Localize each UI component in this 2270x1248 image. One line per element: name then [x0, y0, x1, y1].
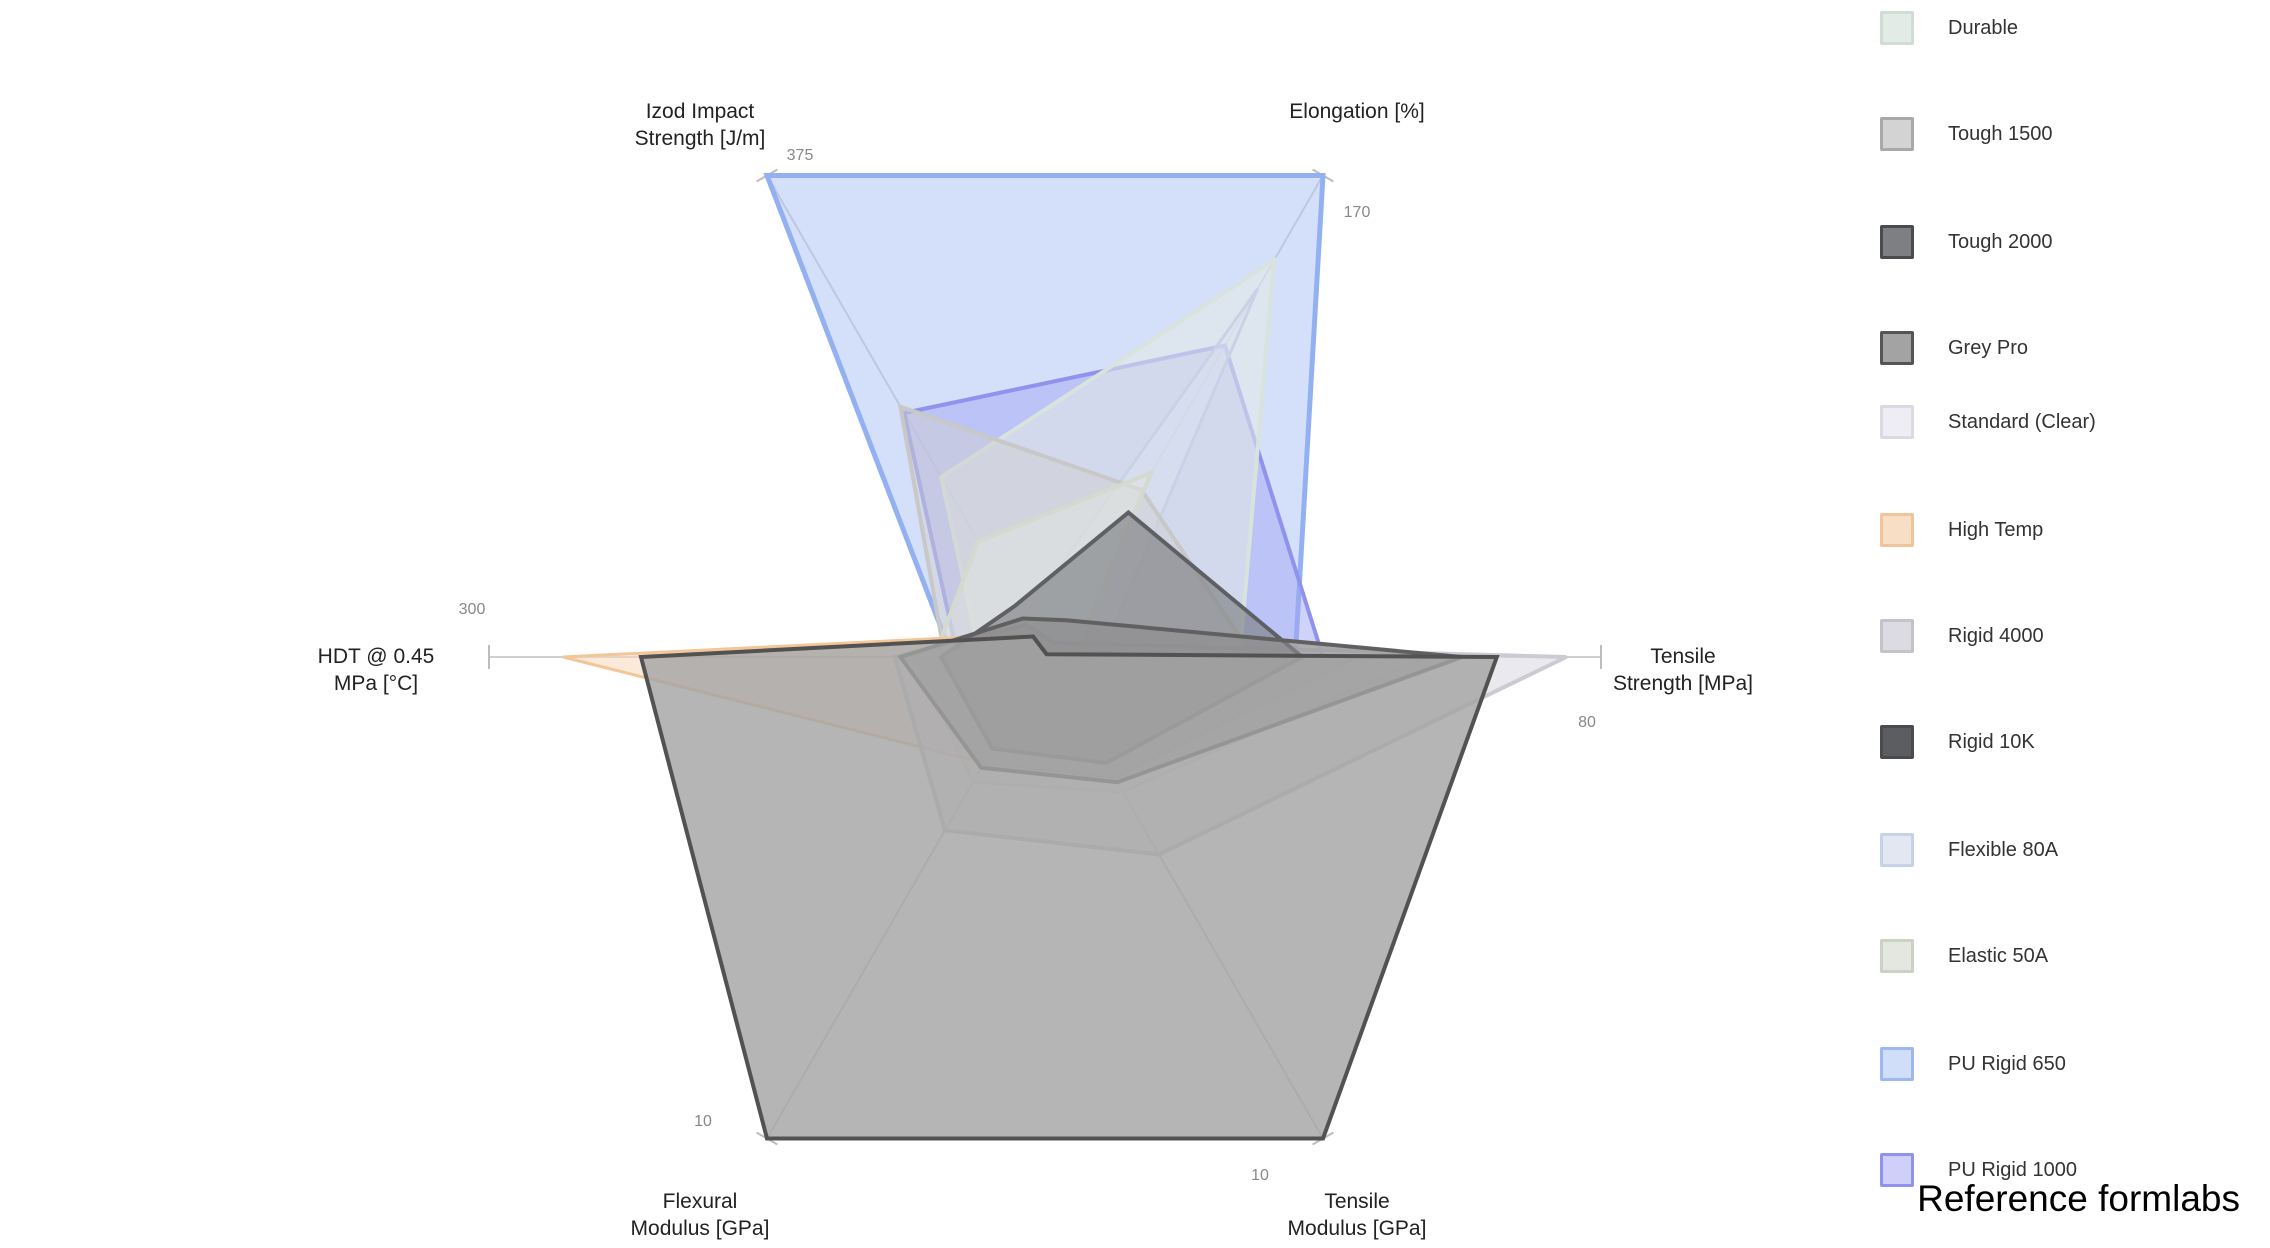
legend-swatch [1880, 725, 1914, 759]
axis-title: Izod Impact Strength [J/m] [635, 100, 766, 150]
legend-item[interactable]: High Temp [1880, 510, 2043, 550]
legend-swatch [1880, 1047, 1914, 1081]
series-rigid-10k [638, 634, 1500, 1141]
legend-item[interactable]: Elastic 50A [1880, 936, 2048, 976]
legend-label: Standard (Clear) [1948, 410, 2096, 433]
legend-item[interactable]: PU Rigid 1000 [1880, 1150, 2077, 1190]
legend: Durable Tough 1500 Tough 2000 Grey Pro Stand… [1880, 0, 2240, 1200]
legend-swatch [1880, 1153, 1914, 1187]
axis-title: Tensile Strength [MPa] [1613, 645, 1753, 695]
legend-label: Elastic 50A [1948, 944, 2049, 967]
legend-swatch [1880, 117, 1914, 151]
legend-swatch [1880, 225, 1914, 259]
axis-max-tick: 10 [694, 1113, 712, 1130]
legend-label: PU Rigid 1000 [1948, 1158, 2077, 1181]
axis-title: Elongation [%] [1289, 100, 1424, 123]
legend-swatch [1880, 331, 1914, 365]
legend-label: PU Rigid 650 [1948, 1052, 2066, 1075]
legend-swatch [1880, 939, 1914, 973]
axis-max-tick: 170 [1344, 204, 1371, 221]
axis-max-tick: 80 [1578, 714, 1596, 731]
legend-label: Rigid 4000 [1948, 624, 2044, 647]
axis-max-tick: 300 [459, 601, 486, 618]
legend-swatch [1880, 619, 1914, 653]
legend-label: Grey Pro [1948, 336, 2029, 359]
axis-max-tick: 10 [1251, 1167, 1269, 1184]
legend-item[interactable]: PU Rigid 650 [1880, 1044, 2066, 1084]
radar-chart: Izod Impact Strength [J/m] 375 Elongation [… [318, 100, 1753, 1240]
legend-item[interactable]: Durable [1880, 8, 2018, 48]
radar-series [562, 173, 1568, 1141]
legend-label: Flexible 80A [1948, 838, 2059, 861]
legend-swatch [1880, 11, 1914, 45]
axis-max-tick: 375 [787, 147, 814, 164]
radar-labels: Izod Impact Strength [J/m] 375 Elongation [… [318, 100, 1753, 1240]
legend-swatch [1880, 833, 1914, 867]
legend-item[interactable]: Grey Pro [1880, 328, 2028, 368]
legend-swatch [1880, 513, 1914, 547]
legend-swatch [1880, 405, 1914, 439]
legend-item[interactable]: Tough 1500 [1880, 114, 2053, 154]
axis-title: Flexural Modulus [GPa] [631, 1190, 770, 1240]
legend-label: Durable [1948, 16, 2019, 39]
legend-item[interactable]: Flexible 80A [1880, 830, 2058, 870]
legend-label: Rigid 10K [1948, 730, 2035, 753]
footer-reference: Reference formlabs [1917, 1178, 2240, 1219]
legend-item[interactable]: Rigid 10K [1880, 722, 2035, 762]
legend-label: Tough 2000 [1948, 230, 2053, 253]
legend-label: High Temp [1948, 518, 2044, 541]
legend-item[interactable]: Rigid 4000 [1880, 616, 2044, 656]
legend-label: Tough 1500 [1948, 122, 2053, 145]
legend-item[interactable]: Tough 2000 [1880, 222, 2053, 262]
legend-item[interactable]: Standard (Clear) [1880, 402, 2096, 442]
axis-title: Tensile Modulus [GPa] [1288, 1190, 1427, 1240]
axis-title: HDT @ 0.45 MPa [°C] [318, 645, 435, 695]
